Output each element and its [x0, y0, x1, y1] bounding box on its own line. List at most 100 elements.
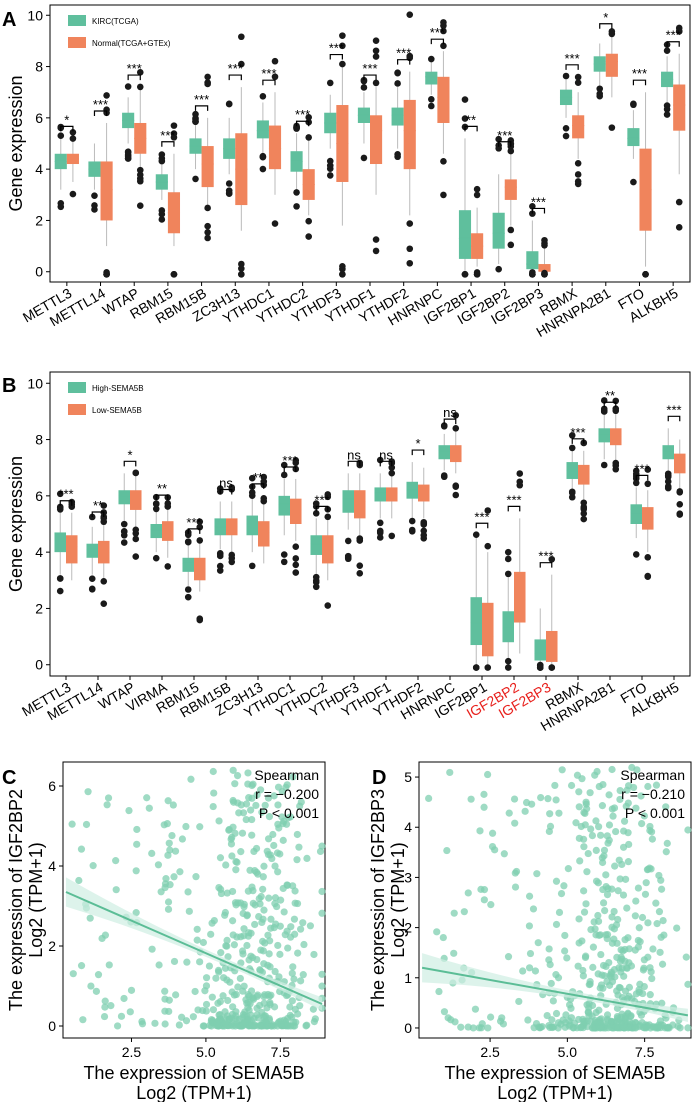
scatter-point	[274, 783, 283, 791]
outlier-point	[484, 664, 492, 671]
box-body	[391, 107, 404, 126]
scatter-point	[229, 931, 237, 939]
panel-c-scatter: Spearman r = −0.200 P < 0.001 2.5 5.0 7.5 0 2 4 6…	[6, 761, 326, 1102]
outlier-point	[376, 527, 384, 535]
outlier-point	[608, 28, 616, 35]
scatter-point	[209, 802, 217, 811]
x-axis-title: The expression of SEMA5B	[83, 1063, 304, 1083]
scatter-point	[450, 949, 458, 957]
sig-label: ***	[58, 487, 73, 502]
confidence-band	[65, 877, 323, 1011]
y-tick-label: 10	[27, 7, 43, 23]
x-tick-label: 7.5	[271, 1044, 291, 1060]
scatter-point	[229, 766, 237, 774]
scatter-point	[101, 1003, 109, 1011]
scatter-point	[227, 840, 236, 848]
legend-swatch	[68, 382, 86, 393]
scatter-point	[148, 849, 156, 858]
scatter-point	[193, 925, 201, 933]
outlier-point	[461, 115, 469, 122]
scatter-point	[624, 858, 632, 866]
scatter-point	[598, 971, 606, 979]
sig-label: *	[603, 10, 608, 25]
scatter-point	[580, 887, 588, 895]
outlier-point	[91, 206, 98, 213]
outlier-point	[406, 220, 414, 227]
scatter-point	[476, 827, 484, 835]
box-body	[674, 453, 686, 474]
scatter-point	[488, 842, 497, 851]
box-body	[470, 597, 482, 646]
outlier-point	[428, 55, 435, 63]
scatter-point	[597, 1022, 605, 1030]
outlier-point	[612, 405, 620, 413]
scatter-point	[182, 822, 190, 831]
scatter-point	[210, 789, 218, 797]
scatter-point	[251, 901, 259, 909]
y-tick-label: 4	[35, 161, 43, 177]
sig-bracket	[571, 438, 585, 444]
box-body	[258, 521, 270, 547]
sig-label: ***	[666, 402, 681, 417]
scatter-point	[581, 821, 589, 829]
scatter-point	[187, 775, 195, 783]
outlier-point	[293, 203, 300, 210]
scatter-point	[291, 899, 299, 907]
box-body	[201, 146, 214, 188]
sig-bracket	[60, 125, 74, 132]
scatter-point	[567, 781, 576, 790]
scatter-point	[530, 1024, 538, 1032]
outlier-point	[120, 520, 128, 528]
scatter-point	[644, 782, 652, 791]
sig-bracket	[464, 125, 478, 132]
outlier-point	[103, 271, 110, 278]
scatter-point	[264, 931, 272, 939]
box-body	[492, 212, 505, 249]
y-axis-subtitle: Log2 (TPM+1)	[388, 842, 408, 958]
scatter-point	[595, 1006, 603, 1014]
scatter-point	[444, 1014, 452, 1022]
outlier-point	[440, 22, 447, 29]
outlier-point	[541, 241, 548, 249]
sig-label: **	[157, 481, 167, 496]
outlier-point	[472, 664, 480, 671]
outlier-point	[326, 79, 334, 87]
y-tick-label: 6	[35, 110, 43, 126]
scatter-point	[239, 947, 247, 955]
scatter-point	[101, 997, 109, 1005]
sig-label: ns	[347, 447, 361, 462]
outlier-point	[56, 575, 64, 582]
scatter-point	[603, 935, 611, 943]
scatter-point	[318, 909, 326, 917]
scatter-point	[283, 927, 291, 935]
sig-label: ***	[632, 66, 647, 81]
scatter-point	[318, 970, 326, 978]
scatter-point	[610, 804, 619, 812]
scatter-point	[578, 937, 586, 945]
scatter-point	[500, 850, 508, 858]
scatter-point	[247, 1011, 255, 1019]
outlier-point	[259, 92, 267, 100]
scatter-point	[259, 937, 267, 945]
scatter-point	[684, 1024, 692, 1032]
y-tick-label: 1	[404, 970, 412, 986]
scatter-point	[522, 798, 531, 807]
outlier-point	[305, 233, 312, 240]
outlier-point	[56, 587, 64, 595]
outlier-point	[580, 499, 588, 507]
scatter-point	[241, 1018, 250, 1027]
box-body	[130, 490, 142, 510]
outlier-point	[440, 42, 447, 50]
scatter-point	[271, 900, 279, 908]
scatter-point	[649, 945, 657, 953]
outlier-point	[120, 531, 128, 539]
scatter-point	[264, 850, 273, 859]
box-body	[278, 495, 290, 516]
scatter-point	[294, 1010, 302, 1018]
scatter-point	[575, 803, 583, 811]
y-tick-label: 8	[35, 59, 43, 75]
scatter-point	[572, 819, 580, 827]
outlier-point	[644, 466, 652, 473]
sig-label: ***	[127, 61, 142, 76]
